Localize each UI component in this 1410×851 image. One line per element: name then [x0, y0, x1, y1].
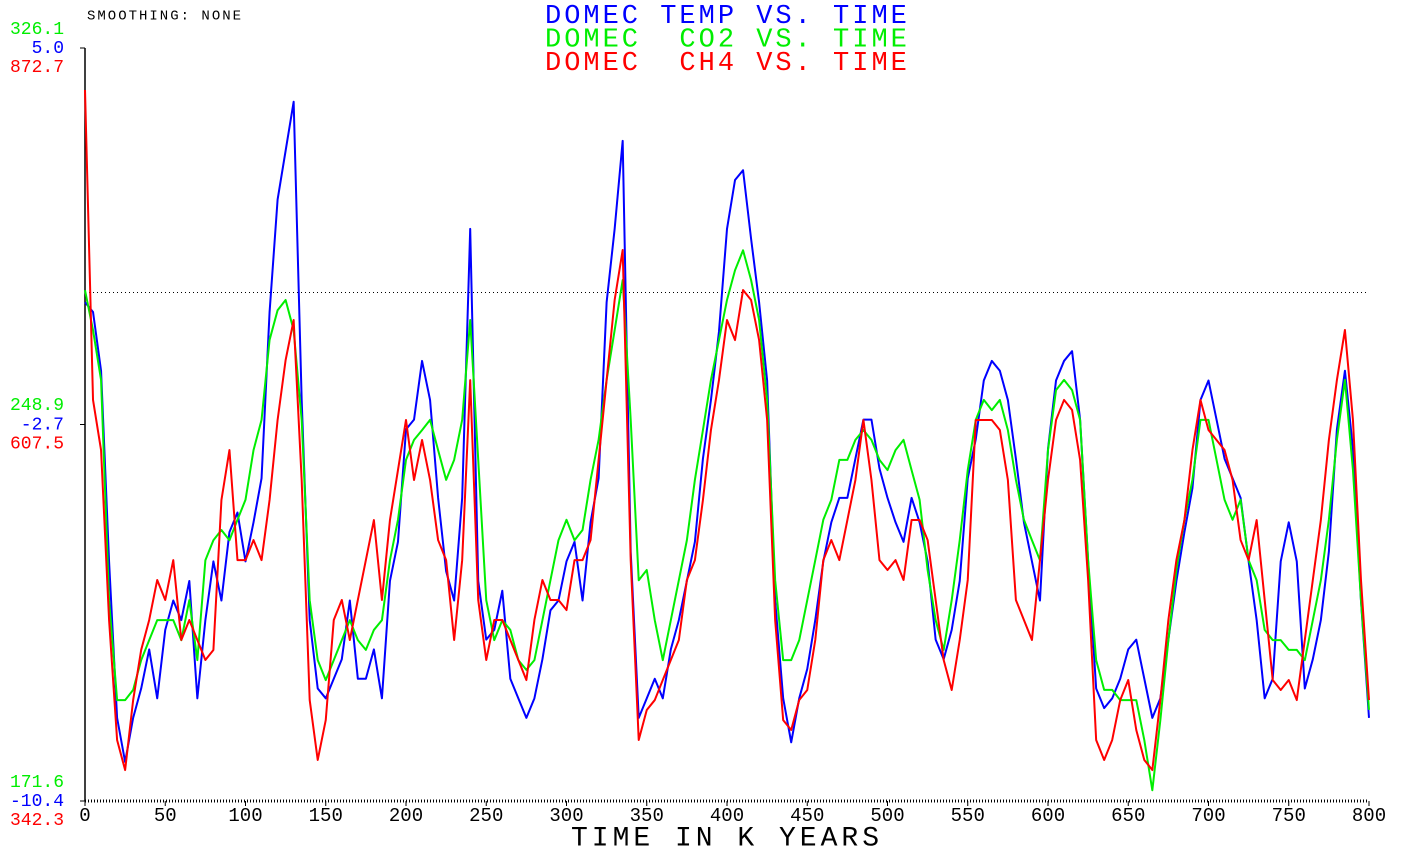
x-tick-label: 500: [870, 805, 904, 827]
x-tick-label: 0: [79, 805, 90, 827]
x-tick-label: 800: [1352, 805, 1386, 827]
x-tick-label: 250: [469, 805, 503, 827]
x-tick-label: 700: [1191, 805, 1225, 827]
x-tick-label: 550: [951, 805, 985, 827]
legend-title: DOMEC CH4 VS. TIME: [545, 49, 910, 79]
x-tick-label: 400: [710, 805, 744, 827]
y-tick-label: 171.6: [10, 773, 64, 793]
x-tick-label: 600: [1031, 805, 1065, 827]
x-tick-label: 200: [389, 805, 423, 827]
x-tick-label: 650: [1111, 805, 1145, 827]
series-line: [84, 100, 1370, 763]
y-tick-label: 326.1: [10, 20, 64, 40]
y-tick-label: -10.4: [10, 792, 64, 812]
y-tick-label: 248.9: [10, 396, 64, 416]
legend-title: DOMEC TEMP VS. TIME: [545, 2, 910, 32]
y-tick-label: 342.3: [10, 811, 64, 831]
series-line: [84, 89, 1370, 772]
y-tick-label: 872.7: [10, 58, 64, 78]
x-tick-label: 750: [1272, 805, 1306, 827]
x-tick-label: 300: [549, 805, 583, 827]
y-tick-label: 607.5: [10, 434, 64, 454]
x-axis-label: TIME IN K YEARS: [571, 823, 883, 851]
x-tick-label: 150: [309, 805, 343, 827]
legend-title: DOMEC CO2 VS. TIME: [545, 26, 910, 56]
x-tick-label: 50: [154, 805, 177, 827]
subtitle: SMOOTHING: NONE: [87, 9, 243, 25]
y-tick-label: 5.0: [32, 39, 64, 59]
series-line: [84, 249, 1370, 792]
x-tick-label: 100: [228, 805, 262, 827]
x-tick-label: 350: [630, 805, 664, 827]
x-tick-label: 450: [790, 805, 824, 827]
y-tick-label: -2.7: [21, 415, 64, 435]
